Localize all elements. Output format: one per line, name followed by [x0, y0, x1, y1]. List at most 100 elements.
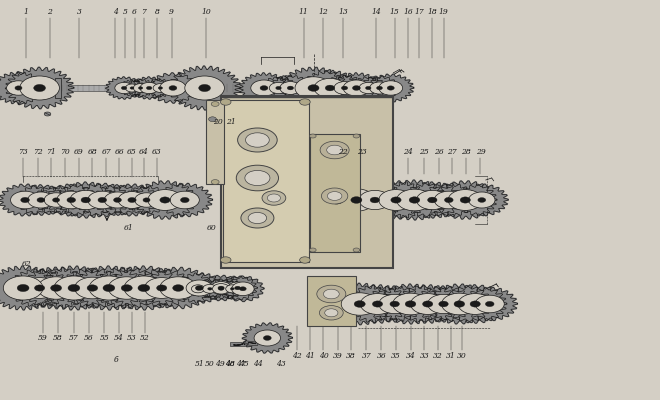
Polygon shape	[222, 276, 264, 302]
Circle shape	[20, 285, 30, 291]
Circle shape	[310, 134, 316, 138]
Circle shape	[327, 192, 342, 200]
Circle shape	[280, 82, 301, 94]
Circle shape	[104, 192, 131, 208]
Circle shape	[81, 197, 90, 203]
Circle shape	[53, 198, 59, 202]
Text: 24: 24	[403, 148, 412, 156]
Text: 38: 38	[346, 352, 356, 360]
Circle shape	[196, 288, 200, 290]
Polygon shape	[414, 286, 473, 322]
Circle shape	[308, 85, 319, 91]
Circle shape	[485, 301, 494, 307]
Polygon shape	[323, 75, 366, 101]
Circle shape	[391, 197, 401, 203]
Text: 45: 45	[240, 360, 249, 368]
Circle shape	[263, 336, 271, 340]
Circle shape	[211, 102, 219, 106]
Circle shape	[469, 192, 495, 208]
Polygon shape	[56, 182, 116, 218]
Circle shape	[295, 77, 332, 99]
Circle shape	[75, 277, 110, 299]
Circle shape	[330, 196, 343, 204]
Bar	[115, 85, 172, 90]
Text: 40: 40	[319, 352, 328, 360]
Text: 27: 27	[447, 148, 457, 156]
Circle shape	[209, 117, 216, 122]
Text: 68: 68	[88, 148, 97, 156]
Text: 67: 67	[102, 148, 111, 156]
Polygon shape	[106, 184, 158, 216]
Polygon shape	[242, 323, 292, 353]
Circle shape	[44, 112, 51, 116]
Polygon shape	[16, 185, 66, 215]
Circle shape	[153, 84, 168, 92]
Circle shape	[70, 190, 102, 210]
Circle shape	[325, 309, 338, 317]
Text: 22: 22	[339, 148, 348, 156]
Polygon shape	[146, 79, 175, 97]
Polygon shape	[148, 73, 198, 103]
Circle shape	[351, 197, 362, 203]
Polygon shape	[0, 184, 51, 216]
Circle shape	[341, 293, 378, 315]
Polygon shape	[346, 285, 409, 323]
Circle shape	[228, 282, 248, 294]
Circle shape	[341, 86, 348, 90]
Polygon shape	[133, 181, 197, 219]
Bar	[254, 85, 300, 90]
Circle shape	[220, 99, 231, 105]
Circle shape	[44, 193, 68, 207]
Polygon shape	[421, 183, 477, 217]
Circle shape	[321, 188, 348, 204]
Circle shape	[376, 86, 382, 90]
Polygon shape	[297, 176, 376, 224]
Bar	[356, 301, 494, 307]
Circle shape	[411, 294, 445, 314]
Text: 56: 56	[84, 334, 94, 342]
Circle shape	[352, 86, 360, 90]
Text: 26: 26	[434, 148, 444, 156]
Text: 39: 39	[333, 352, 343, 360]
FancyArrowPatch shape	[234, 344, 244, 346]
Polygon shape	[260, 77, 297, 99]
Circle shape	[370, 82, 389, 94]
Circle shape	[300, 257, 310, 263]
Circle shape	[88, 191, 117, 209]
Polygon shape	[239, 73, 289, 103]
Text: 1: 1	[24, 8, 29, 16]
Circle shape	[314, 186, 359, 214]
Polygon shape	[301, 70, 359, 106]
Text: 28: 28	[461, 148, 471, 156]
Text: 33: 33	[420, 352, 429, 360]
Text: 8: 8	[154, 8, 160, 16]
Circle shape	[21, 77, 58, 99]
Text: 36: 36	[377, 352, 386, 360]
Text: 18: 18	[428, 8, 437, 16]
Circle shape	[458, 294, 492, 314]
Circle shape	[67, 197, 76, 203]
Circle shape	[218, 287, 224, 290]
Circle shape	[230, 288, 234, 290]
Circle shape	[428, 294, 459, 314]
Circle shape	[422, 301, 433, 307]
Bar	[205, 286, 244, 290]
Bar	[221, 96, 393, 98]
Circle shape	[267, 194, 280, 202]
Polygon shape	[365, 286, 424, 322]
Circle shape	[108, 277, 145, 299]
Bar	[393, 197, 488, 203]
Circle shape	[98, 197, 107, 203]
Circle shape	[7, 81, 30, 95]
Text: 58: 58	[53, 334, 63, 342]
Text: 7: 7	[141, 8, 147, 16]
Circle shape	[390, 301, 399, 307]
Text: 60: 60	[207, 224, 216, 232]
Polygon shape	[174, 273, 224, 303]
Circle shape	[439, 301, 448, 307]
FancyArrowPatch shape	[248, 342, 256, 344]
Circle shape	[185, 76, 224, 100]
Circle shape	[169, 86, 177, 90]
Circle shape	[140, 82, 158, 94]
Circle shape	[11, 191, 40, 209]
